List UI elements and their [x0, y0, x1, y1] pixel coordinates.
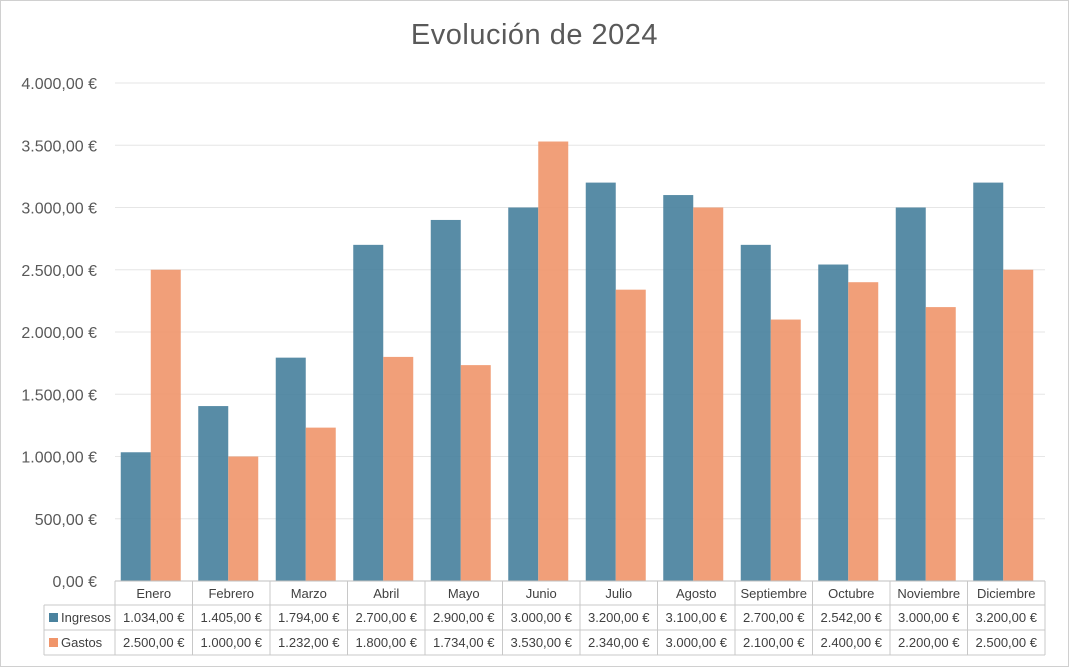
data-label: 3.530,00 €: [511, 635, 573, 650]
data-label: 1.232,00 €: [278, 635, 340, 650]
y-tick-label: 1.500,00 €: [21, 387, 97, 404]
x-tick-label: Mayo: [448, 586, 480, 601]
data-label: 2.340,00 €: [588, 635, 650, 650]
data-label: 3.200,00 €: [976, 610, 1038, 625]
x-tick-label: Septiembre: [741, 586, 807, 601]
bar-ingresos: [585, 182, 616, 581]
bar-gastos: [150, 269, 181, 581]
data-label: 2.700,00 €: [356, 610, 418, 625]
bar-gastos: [848, 282, 879, 581]
y-tick-label: 2.500,00 €: [21, 263, 97, 280]
bar-gastos: [615, 289, 646, 581]
x-tick-label: Diciembre: [977, 586, 1036, 601]
legend-label: Ingresos: [61, 610, 111, 625]
x-tick-label: Octubre: [828, 586, 874, 601]
data-label: 3.000,00 €: [898, 610, 960, 625]
x-tick-label: Julio: [605, 586, 632, 601]
bar-gastos: [1003, 269, 1034, 581]
legend-label: Gastos: [61, 635, 103, 650]
data-label: 1.734,00 €: [433, 635, 495, 650]
data-label: 2.400,00 €: [821, 635, 883, 650]
x-tick-label: Junio: [526, 586, 557, 601]
bar-gastos: [305, 427, 336, 581]
y-tick-label: 4.000,00 €: [21, 76, 97, 93]
bar-gastos: [925, 307, 956, 581]
data-label: 2.700,00 €: [743, 610, 805, 625]
bar-ingresos: [275, 357, 306, 581]
data-label: 1.800,00 €: [356, 635, 418, 650]
bar-gastos: [460, 365, 491, 581]
bar-ingresos: [895, 207, 926, 581]
bar-ingresos: [120, 452, 151, 581]
bar-gastos: [693, 207, 724, 581]
bar-gastos: [538, 141, 569, 581]
bar-gastos: [770, 319, 801, 581]
legend-key: [49, 613, 58, 622]
data-label: 3.100,00 €: [666, 610, 728, 625]
bar-ingresos: [818, 264, 849, 581]
x-tick-label: Noviembre: [897, 586, 960, 601]
bar-ingresos: [353, 244, 384, 581]
y-tick-label: 500,00 €: [35, 512, 97, 529]
data-label: 2.500,00 €: [976, 635, 1038, 650]
bar-gastos: [383, 356, 414, 581]
y-tick-label: 2.000,00 €: [21, 325, 97, 342]
bar-ingresos: [973, 182, 1004, 581]
data-label: 3.000,00 €: [666, 635, 728, 650]
y-tick-label: 3.500,00 €: [21, 138, 97, 155]
x-tick-label: Abril: [373, 586, 399, 601]
x-tick-label: Marzo: [291, 586, 327, 601]
data-label: 2.900,00 €: [433, 610, 495, 625]
data-label: 2.500,00 €: [123, 635, 185, 650]
data-label: 1.034,00 €: [123, 610, 185, 625]
x-tick-label: Agosto: [676, 586, 716, 601]
data-label: 1.405,00 €: [201, 610, 263, 625]
bar-ingresos: [740, 244, 771, 581]
y-tick-label: 3.000,00 €: [21, 201, 97, 218]
chart-title: Evolución de 2024: [410, 19, 659, 51]
legend-key: [49, 638, 58, 647]
bar-ingresos: [430, 219, 461, 581]
data-label: 1.794,00 €: [278, 610, 340, 625]
data-label: 2.200,00 €: [898, 635, 960, 650]
x-tick-label: Febrero: [208, 586, 254, 601]
data-label: 2.100,00 €: [743, 635, 805, 650]
bar-gastos: [228, 456, 259, 581]
data-label: 3.200,00 €: [588, 610, 650, 625]
y-tick-label: 1.000,00 €: [21, 450, 97, 467]
bar-ingresos: [508, 207, 539, 581]
bar-ingresos: [198, 406, 229, 581]
data-label: 2.542,00 €: [821, 610, 883, 625]
x-tick-label: Enero: [136, 586, 171, 601]
bar-ingresos: [663, 195, 694, 582]
data-label: 1.000,00 €: [201, 635, 263, 650]
data-label: 3.000,00 €: [511, 610, 573, 625]
y-tick-label: 0,00 €: [53, 574, 98, 591]
